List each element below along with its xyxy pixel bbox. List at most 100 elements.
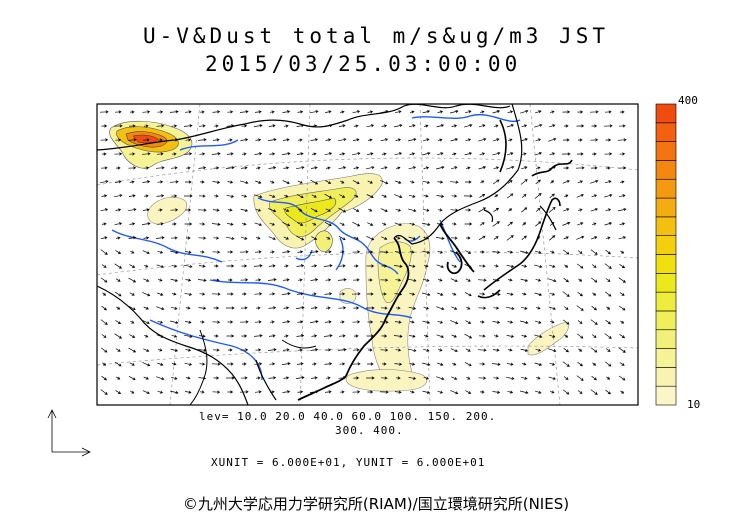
wind-arrow (549, 292, 556, 296)
wind-arrow (340, 180, 345, 184)
wind-arrow (100, 347, 108, 353)
wind-arrow (184, 110, 192, 114)
wind-arrow (492, 390, 501, 394)
wind-arrow (324, 124, 333, 128)
wind-arrow (198, 194, 206, 198)
wind-arrow (409, 334, 416, 338)
wind-arrow (576, 263, 584, 269)
wind-arrow (114, 291, 122, 297)
wind-arrow (492, 221, 500, 227)
wind-arrow (366, 124, 375, 128)
wind-arrow (116, 306, 121, 310)
wind-arrow (242, 222, 247, 226)
wind-arrow (115, 278, 121, 282)
wind-arrow (535, 221, 542, 227)
wind-arrow (591, 152, 597, 156)
wind-arrow (170, 236, 178, 240)
wind-arrow (199, 110, 205, 114)
wind-arrow (102, 362, 107, 366)
wind-arrow (324, 250, 332, 254)
wind-arrow (199, 250, 205, 254)
wind-arrow (227, 362, 234, 366)
wind-arrow (184, 362, 193, 366)
wind-arrow (353, 376, 360, 380)
wind-arrow (576, 193, 584, 198)
wind-arrow (267, 138, 277, 142)
wind-arrow (535, 376, 541, 380)
wind-arrow (465, 278, 471, 282)
wind-arrow (298, 208, 303, 212)
wind-arrow (226, 124, 235, 128)
wind-arrow (352, 250, 361, 254)
wind-arrow (605, 348, 611, 352)
wind-arrow (129, 362, 135, 366)
wind-arrow (325, 278, 332, 282)
wind-arrow (101, 305, 107, 311)
wind-arrow (268, 166, 277, 170)
wind-arrow (449, 180, 459, 184)
wind-arrow (464, 152, 473, 156)
wind-arrow (324, 152, 333, 156)
wind-arrow (226, 334, 235, 338)
wind-arrow (227, 320, 234, 324)
wind-arrow (549, 124, 556, 128)
wind-arrow (423, 236, 430, 240)
wind-arrow (591, 222, 597, 226)
wind-arrow (563, 277, 569, 283)
wind-arrow (437, 180, 444, 184)
wind-arrow (184, 194, 193, 198)
wind-arrow (339, 124, 346, 128)
wind-arrow (212, 180, 221, 184)
wind-arrow (170, 166, 178, 170)
reference-vector (47, 409, 91, 457)
wind-arrow (226, 152, 234, 156)
wind-arrow (408, 166, 417, 170)
wind-arrow (284, 194, 289, 198)
wind-arrow (283, 306, 290, 310)
wind-arrow (604, 110, 612, 114)
wind-arrow (213, 376, 220, 380)
wind-arrow (520, 166, 528, 170)
wind-arrow (198, 306, 207, 310)
wind-arrow (255, 236, 261, 240)
wind-arrow (493, 207, 500, 212)
wind-arrow (380, 306, 388, 310)
wind-arrow (576, 152, 584, 156)
wind-arrow (339, 152, 346, 156)
wind-arrow (255, 278, 262, 282)
wind-arrow (128, 277, 137, 283)
wind-arrow (324, 292, 333, 296)
wind-arrow (465, 250, 472, 254)
wind-arrow (549, 320, 555, 324)
wind-arrow (212, 320, 221, 324)
wind-arrow (101, 334, 107, 338)
wind-arrow (367, 250, 374, 254)
wind-arrow (115, 390, 122, 394)
wind-arrow (353, 124, 359, 128)
wind-arrow (549, 362, 556, 366)
wind-arrow (465, 110, 472, 114)
wind-arrow (590, 166, 598, 170)
wind-arrow (548, 376, 556, 381)
wind-arrow (226, 194, 235, 198)
wind-arrow (562, 291, 570, 297)
wind-arrow (520, 320, 529, 325)
wind-arrow (380, 180, 389, 185)
wind-arrow (101, 124, 108, 128)
wind-arrow (507, 180, 513, 184)
wind-arrow (479, 194, 486, 198)
wind-arrow (394, 390, 402, 394)
wind-arrow (240, 348, 249, 352)
wind-arrow (282, 250, 291, 254)
wind-arrow (605, 319, 611, 325)
wind-arrow (450, 250, 459, 255)
wind-arrow (198, 264, 206, 268)
wind-arrow (380, 278, 389, 282)
wind-arrow (479, 250, 485, 254)
wind-arrow (255, 208, 262, 212)
wind-arrow (506, 152, 514, 156)
wind-arrow (282, 320, 291, 324)
wind-arrow (381, 194, 387, 198)
wind-arrow (410, 110, 415, 114)
wind-arrow (618, 277, 626, 283)
